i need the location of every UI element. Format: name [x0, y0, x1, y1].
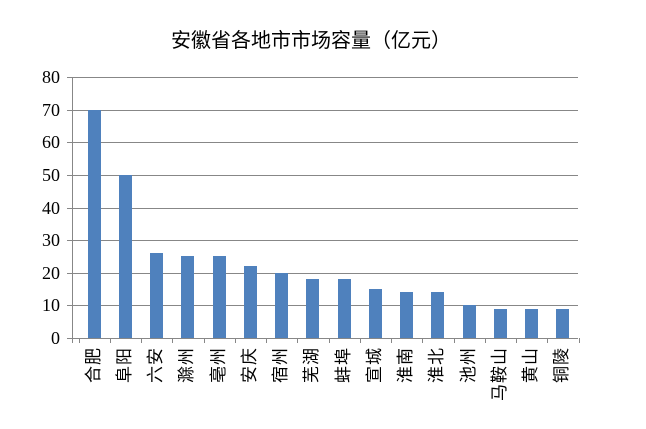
x-axis-category-label: 亳州: [208, 347, 228, 383]
y-axis-tick-label: 0: [51, 328, 60, 348]
x-axis-category-label: 黄山: [521, 347, 541, 383]
x-axis-category-label: 宣城: [364, 347, 384, 383]
x-axis-category-label: 铜陵: [552, 347, 572, 383]
x-axis-tick: [234, 338, 236, 343]
x-axis-tick: [203, 338, 205, 343]
x-axis-category-label: 合肥: [83, 347, 103, 383]
bar: [212, 256, 226, 338]
y-axis-tick-label: 50: [42, 164, 60, 185]
plot-area: [67, 77, 580, 343]
bar: [400, 292, 414, 338]
x-axis-tick: [453, 338, 455, 343]
x-axis-category-label: 六安: [146, 347, 166, 383]
x-axis-category-label: 芜湖: [302, 347, 322, 383]
y-axis-tick: [67, 240, 73, 242]
y-axis-tick: [67, 142, 73, 144]
gridline: [73, 272, 578, 274]
x-axis-tick: [109, 338, 111, 343]
x-axis-tick: [422, 338, 424, 343]
x-axis-category-label: 淮南: [396, 347, 416, 383]
bar: [337, 279, 351, 338]
x-axis-tick: [78, 338, 80, 343]
x-axis-category-label: 滁州: [177, 347, 197, 383]
x-axis-category-label: 蚌埠: [333, 347, 353, 383]
x-axis-tick: [578, 338, 580, 343]
gridline: [73, 142, 578, 144]
x-axis-tick: [359, 338, 361, 343]
x-axis-category-label: 宿州: [271, 347, 291, 383]
y-axis-tick-label: 70: [42, 99, 60, 120]
bar: [556, 308, 570, 338]
gridline: [73, 174, 578, 176]
x-axis-tick: [547, 338, 549, 343]
bar: [462, 305, 476, 338]
y-axis-tick-label: 20: [42, 262, 60, 283]
y-axis-tick: [67, 207, 73, 209]
y-axis-tick-label: 60: [42, 132, 60, 153]
x-axis-category-label: 池州: [458, 347, 478, 383]
gridline: [73, 305, 578, 307]
axis-corner-tick: [72, 338, 73, 343]
bar: [181, 256, 195, 338]
chart-title: 安徽省各地市市场容量（亿元）: [171, 30, 451, 52]
bar: [275, 272, 289, 338]
bar: [87, 109, 101, 338]
bar: [118, 174, 132, 338]
x-axis-tick: [516, 338, 517, 343]
bar: [150, 253, 164, 338]
x-axis-category-label: 马鞍山: [489, 347, 509, 401]
x-axis-tick: [172, 338, 174, 343]
y-axis-tick: [67, 77, 73, 78]
x-axis-tick: [266, 338, 267, 343]
y-axis-tick: [67, 174, 73, 176]
y-axis-tick-label: 40: [42, 197, 60, 218]
gridline: [73, 207, 578, 209]
y-axis-tick-label: 30: [42, 230, 60, 251]
bar: [525, 308, 539, 338]
gridline: [73, 240, 578, 242]
x-axis-category-label: 阜阳: [114, 347, 134, 383]
bar: [493, 308, 507, 338]
y-axis-tick: [67, 338, 73, 339]
y-axis-tick: [67, 305, 73, 307]
bar: [243, 266, 257, 338]
x-axis-category-label: 安庆: [239, 347, 259, 383]
gridline: [73, 109, 578, 111]
x-axis-category-label: 淮北: [427, 347, 447, 383]
x-axis-tick: [391, 338, 392, 343]
x-axis-tick: [297, 338, 299, 343]
y-axis-tick: [67, 272, 73, 274]
bar: [368, 289, 382, 338]
y-axis-tick-label: 10: [42, 295, 60, 316]
bar: [306, 279, 320, 338]
x-axis-tick: [328, 338, 330, 343]
x-axis-tick: [484, 338, 486, 343]
x-axis-tick: [141, 338, 142, 343]
y-axis-tick-label: 80: [42, 67, 60, 87]
bar: [431, 292, 445, 338]
y-axis-tick: [67, 109, 73, 111]
gridline: [73, 77, 578, 78]
